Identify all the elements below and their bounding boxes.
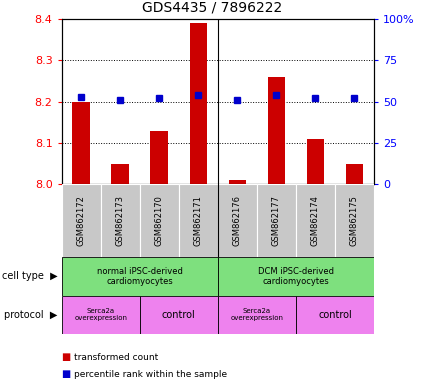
Bar xyxy=(140,296,218,334)
Bar xyxy=(62,184,101,257)
Bar xyxy=(140,184,179,257)
Text: Serca2a
overexpression: Serca2a overexpression xyxy=(230,308,283,321)
Bar xyxy=(111,164,129,184)
Text: DCM iPSC-derived
cardiomyocytes: DCM iPSC-derived cardiomyocytes xyxy=(258,267,334,286)
Bar xyxy=(179,184,218,257)
Text: GSM862170: GSM862170 xyxy=(155,195,164,246)
Text: GDS4435 / 7896222: GDS4435 / 7896222 xyxy=(142,1,283,15)
Bar xyxy=(101,184,140,257)
Bar xyxy=(346,164,363,184)
Text: GSM862176: GSM862176 xyxy=(233,195,242,246)
Text: GSM862171: GSM862171 xyxy=(194,195,203,246)
Text: normal iPSC-derived
cardiomyocytes: normal iPSC-derived cardiomyocytes xyxy=(97,267,183,286)
Text: GSM862177: GSM862177 xyxy=(272,195,281,246)
Text: ■: ■ xyxy=(62,352,71,362)
Bar xyxy=(296,296,374,334)
Bar xyxy=(229,180,246,184)
Text: GSM862174: GSM862174 xyxy=(311,195,320,246)
Text: Serca2a
overexpression: Serca2a overexpression xyxy=(74,308,127,321)
Bar xyxy=(62,296,140,334)
Text: control: control xyxy=(162,310,196,320)
Bar xyxy=(268,77,285,184)
Text: GSM862172: GSM862172 xyxy=(76,195,86,246)
Text: control: control xyxy=(318,310,352,320)
Bar xyxy=(62,257,218,296)
Bar xyxy=(335,184,374,257)
Bar xyxy=(72,102,90,184)
Bar xyxy=(296,184,335,257)
Bar xyxy=(218,296,296,334)
Bar xyxy=(218,257,374,296)
Text: GSM862175: GSM862175 xyxy=(350,195,359,246)
Text: ■: ■ xyxy=(62,369,71,379)
Bar xyxy=(218,184,257,257)
Bar xyxy=(307,139,324,184)
Text: percentile rank within the sample: percentile rank within the sample xyxy=(74,370,227,379)
Text: GSM862173: GSM862173 xyxy=(116,195,125,246)
Text: cell type  ▶: cell type ▶ xyxy=(2,271,57,281)
Bar xyxy=(257,184,296,257)
Bar xyxy=(190,23,207,184)
Text: protocol  ▶: protocol ▶ xyxy=(4,310,57,320)
Text: transformed count: transformed count xyxy=(74,353,159,362)
Bar xyxy=(150,131,168,184)
